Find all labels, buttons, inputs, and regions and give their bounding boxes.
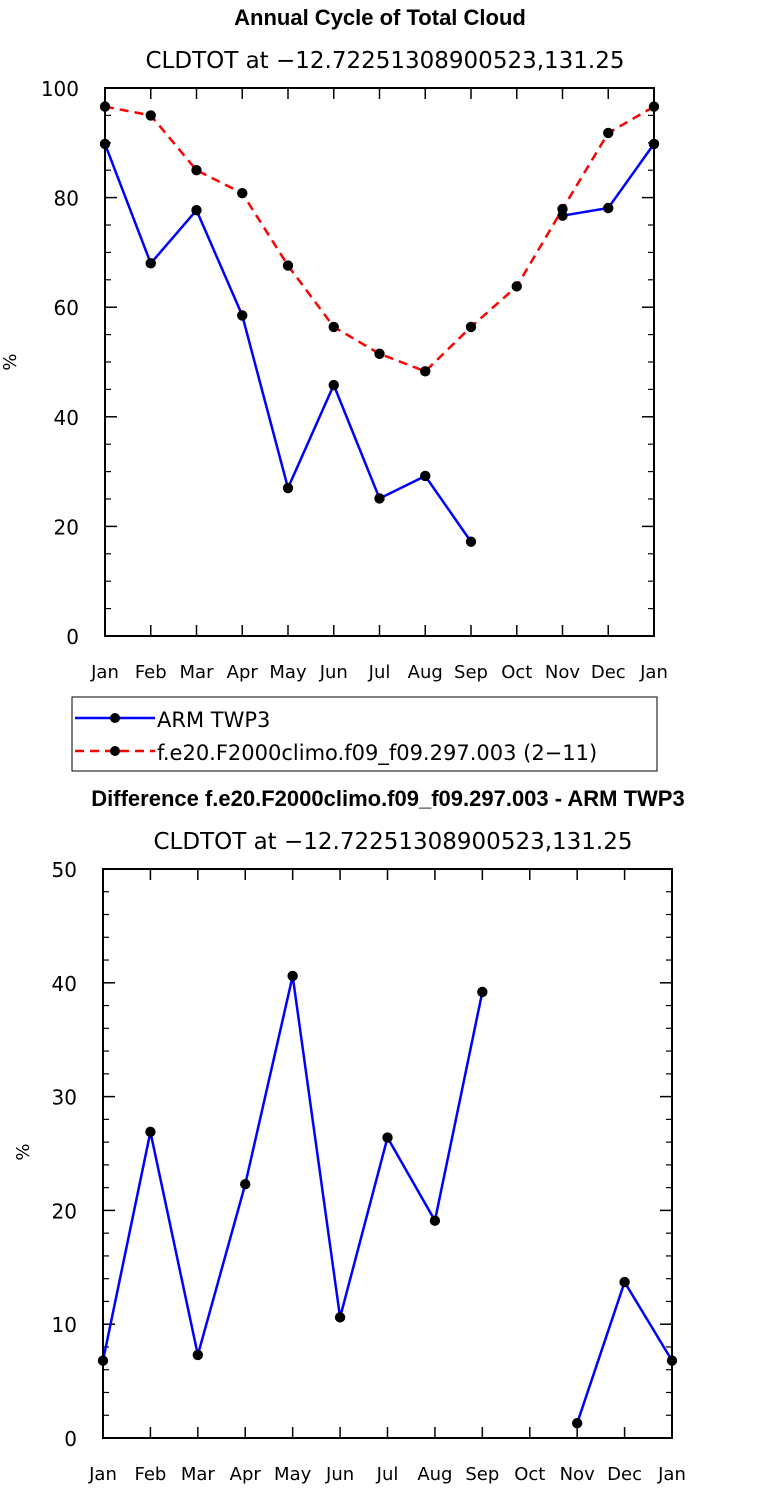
- top-chart-x-tick-labels: Jan Feb Mar Apr May Jun Jul Aug Sep Oct Nov Dec Jan: [90, 662, 668, 683]
- data-point-1: [237, 188, 248, 199]
- y-tick-label: 100: [41, 77, 79, 101]
- y-tick-label: 40: [54, 406, 79, 430]
- y-tick-label: 0: [66, 625, 79, 649]
- top-chart-series: [99, 101, 660, 547]
- y-tick-label: 40: [52, 972, 77, 996]
- legend-label-arm-twp3: ARM TWP3: [157, 708, 270, 732]
- legend-box: [71, 696, 658, 772]
- legend: ARM TWP3 f.e20.F2000climo.f09_f09.297.00…: [71, 696, 658, 772]
- x-tick-label: Apr: [227, 662, 259, 683]
- bottom-chart: Difference f.e20.F2000climo.f09_f09.297.…: [13, 786, 686, 1485]
- y-tick-label: 80: [54, 187, 79, 211]
- data-point-1: [420, 366, 431, 377]
- data-point-0: [465, 536, 477, 547]
- top-chart-y-axis-label: %: [0, 353, 21, 370]
- top-chart-y-tick-labels: 0 20 40 60 80 100: [41, 77, 79, 649]
- x-tick-label: Jan: [90, 662, 119, 683]
- y-tick-label: 10: [52, 1313, 77, 1337]
- data-point-0: [191, 205, 202, 216]
- data-point-0: [382, 1132, 393, 1143]
- top-chart-ticks: [104, 87, 655, 637]
- bottom-chart-y-axis-label: %: [13, 1143, 34, 1160]
- top-chart-plot-frame: [104, 87, 655, 637]
- data-point-0: [619, 1276, 630, 1288]
- x-tick-label: Oct: [501, 662, 532, 683]
- x-tick-label: Aug: [417, 1464, 452, 1485]
- x-tick-label: Apr: [230, 1464, 262, 1485]
- x-tick-label: May: [269, 662, 307, 683]
- bottom-chart-series: [97, 970, 678, 1429]
- data-point-0: [237, 310, 248, 321]
- x-tick-label: May: [274, 1464, 312, 1485]
- data-point-0: [603, 202, 614, 214]
- top-chart: Annual Cycle of Total Cloud CLDTOT at −1…: [0, 5, 668, 683]
- y-tick-label: 20: [52, 1199, 77, 1223]
- data-point-1: [145, 110, 156, 121]
- x-tick-label: Mar: [180, 662, 215, 683]
- y-tick-label: 20: [54, 515, 79, 539]
- data-point-0: [282, 482, 294, 494]
- data-point-0: [192, 1349, 204, 1361]
- x-tick-label: Dec: [607, 1464, 642, 1485]
- data-point-0: [145, 258, 156, 269]
- y-tick-label: 50: [52, 858, 77, 882]
- x-tick-label: Jun: [325, 1464, 354, 1485]
- series-line-0: [101, 975, 484, 1361]
- x-tick-label: Jun: [319, 662, 348, 683]
- x-tick-label: Jan: [88, 1464, 117, 1485]
- data-point-0: [420, 470, 431, 482]
- data-point-0: [374, 493, 385, 504]
- top-chart-subtitle: CLDTOT at −12.72251308900523,131.25: [145, 48, 624, 74]
- data-point-1: [511, 281, 522, 292]
- data-point-1: [328, 321, 339, 333]
- legend-marker-model: [110, 746, 120, 756]
- legend-label-model: f.e20.F2000climo.f09_f09.297.003 (2−11): [157, 741, 597, 766]
- series-line-1: [104, 105, 655, 373]
- data-point-1: [282, 260, 294, 271]
- x-tick-label: Sep: [465, 1464, 499, 1485]
- x-tick-label: Jul: [368, 662, 391, 683]
- bottom-chart-x-tick-labels: Jan Feb Mar Apr May Jun Jul Aug Sep Oct Nov Dec Jan: [88, 1464, 686, 1485]
- legend-marker-arm-twp3: [110, 713, 120, 723]
- x-tick-label: Sep: [454, 662, 488, 683]
- bottom-chart-title: Difference f.e20.F2000climo.f09_f09.297.…: [91, 786, 684, 811]
- y-tick-label: 60: [54, 296, 79, 320]
- y-tick-label: 30: [52, 1086, 77, 1110]
- x-tick-label: Jul: [376, 1464, 399, 1485]
- data-point-0: [328, 379, 339, 391]
- data-point-1: [374, 348, 385, 359]
- data-point-1: [603, 127, 614, 139]
- x-tick-label: Mar: [181, 1464, 216, 1485]
- data-point-1: [557, 203, 568, 215]
- bottom-chart-y-tick-labels: 0 10 20 30 40 50: [52, 858, 77, 1451]
- data-point-0: [145, 1126, 156, 1138]
- data-point-0: [334, 1312, 346, 1323]
- series-line-0: [575, 1279, 674, 1424]
- x-tick-label: Oct: [514, 1464, 545, 1485]
- top-chart-title: Annual Cycle of Total Cloud: [234, 5, 526, 30]
- x-tick-label: Jan: [657, 1464, 686, 1485]
- x-tick-label: Feb: [134, 1464, 166, 1485]
- x-tick-label: Nov: [545, 662, 580, 683]
- data-point-1: [465, 321, 477, 333]
- data-point-0: [240, 1179, 251, 1190]
- data-point-0: [571, 1418, 583, 1429]
- data-point-0: [477, 986, 488, 998]
- bottom-chart-ticks: [102, 868, 673, 1439]
- x-tick-label: Feb: [135, 662, 167, 683]
- x-tick-label: Nov: [560, 1464, 595, 1485]
- bottom-chart-subtitle: CLDTOT at −12.72251308900523,131.25: [153, 829, 632, 855]
- x-tick-label: Aug: [408, 662, 443, 683]
- data-point-0: [287, 970, 298, 982]
- data-point-0: [429, 1215, 441, 1226]
- x-tick-label: Dec: [591, 662, 626, 683]
- data-point-1: [191, 165, 202, 176]
- bottom-chart-plot-frame: [102, 868, 673, 1439]
- series-line-0: [103, 143, 473, 543]
- x-tick-label: Jan: [639, 662, 668, 683]
- y-tick-label: 0: [64, 1427, 77, 1451]
